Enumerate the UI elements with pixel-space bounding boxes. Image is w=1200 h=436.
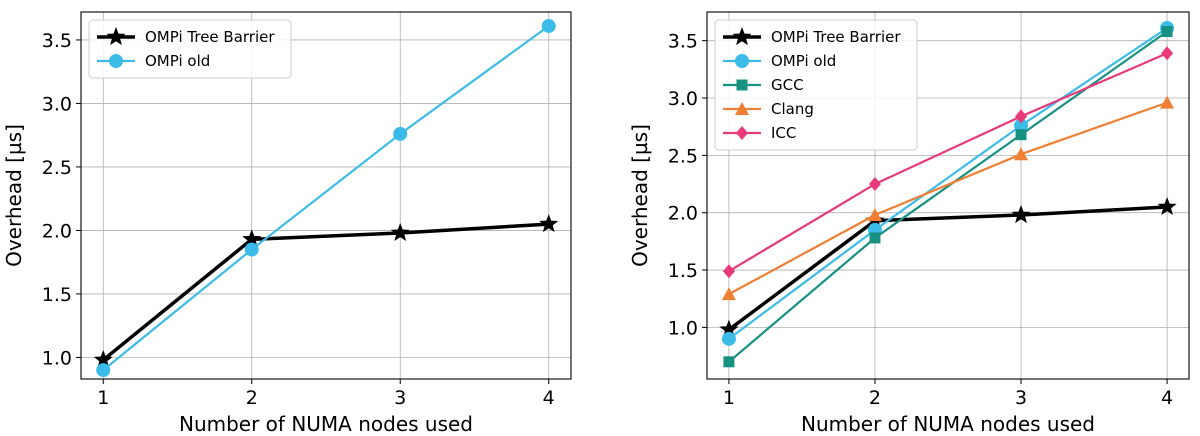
legend-box: [88, 19, 292, 79]
data-point: [539, 214, 559, 233]
y-tick-label: 3.5: [42, 30, 72, 52]
legend-box: [714, 19, 918, 151]
series-line: [728, 101, 1168, 296]
legend-entry: GCC: [723, 76, 804, 94]
data-point: [1157, 196, 1177, 216]
y-axis-label: Overhead [µs]: [2, 124, 26, 267]
chart-panel-2: 1 2 3 4 1.0 1.5 2.0 2.5 3.0 3.5 Number of NUMA nod…: [628, 11, 1190, 436]
data-point: [1014, 147, 1029, 161]
data-point: [1161, 25, 1173, 37]
series-icc: [722, 46, 1174, 279]
series-ompi-tree-barrier: [719, 196, 1177, 338]
legend-marker: [736, 126, 748, 140]
x-tick-label: 4: [1161, 387, 1173, 409]
y-tick-label: 2.0: [668, 203, 698, 225]
y-tick-label: 3.0: [668, 88, 698, 110]
legend-marker: [732, 27, 752, 46]
data-point: [1015, 109, 1028, 124]
legend-label: OMPi Tree Barrier: [145, 28, 275, 46]
series-ompi-tree-barrier: [93, 214, 559, 369]
x-tick-label: 3: [1015, 387, 1027, 409]
data-point: [719, 319, 739, 338]
y-axis-label: Overhead [µs]: [628, 124, 652, 267]
x-axis-label: Number of NUMA nodes used: [179, 412, 473, 436]
data-point: [93, 349, 113, 369]
data-point: [722, 264, 735, 279]
y-tick-label: 1.0: [42, 347, 72, 369]
x-axis-label: Number of NUMA nodes used: [801, 412, 1095, 436]
data-point: [867, 207, 882, 221]
data-point: [868, 177, 881, 192]
data-point: [393, 126, 408, 141]
series-line: [102, 222, 549, 362]
legend-entry: OMPi old: [723, 52, 836, 70]
x-tick-label: 1: [723, 387, 735, 409]
data-point: [1015, 129, 1027, 141]
data-point: [723, 356, 735, 368]
legend-entry: OMPi old: [97, 52, 210, 70]
y-tick-label: 1.5: [668, 260, 698, 282]
series-line: [728, 52, 1168, 273]
y-tick-label: 2.5: [668, 145, 698, 167]
x-tick-label: 3: [394, 387, 406, 409]
gridlines: [707, 12, 1189, 379]
series-line: [727, 205, 1168, 332]
data-point: [1161, 46, 1174, 61]
legend-marker: [106, 27, 126, 46]
legend-marker: [736, 79, 748, 91]
series-clang: [721, 95, 1175, 301]
legend-entry: OMPi Tree Barrier: [97, 27, 275, 46]
data-point: [869, 232, 881, 244]
legend-label: OMPi old: [771, 52, 836, 70]
series-ompi-old: [96, 18, 556, 378]
chart-panel-1: 1 2 3 4 1.0 1.5 2.0 2.5 3.0 3.5 Number of NUMA nod…: [2, 11, 572, 436]
data-point: [1011, 205, 1031, 224]
x-tick-label: 2: [246, 387, 258, 409]
y-tick-label: 1.0: [668, 317, 698, 339]
x-tick-label: 2: [869, 387, 881, 409]
y-tick-label: 3.0: [42, 93, 72, 115]
y-tick-label: 2.0: [42, 220, 72, 242]
data-point: [96, 363, 111, 378]
y-tick-label: 3.5: [668, 31, 698, 53]
legend-entry: OMPi Tree Barrier: [723, 27, 901, 46]
data-point: [541, 18, 556, 33]
series-line: [728, 27, 1168, 340]
legend-label: Clang: [771, 100, 814, 118]
series-gcc: [723, 25, 1173, 368]
series-line: [102, 25, 550, 371]
data-point: [721, 331, 736, 346]
plot-frame: [80, 11, 572, 380]
data-point: [390, 222, 410, 242]
x-tick-label: 4: [543, 387, 555, 409]
plot-frame: [706, 11, 1190, 380]
legend-marker: [735, 102, 749, 115]
data-point: [244, 242, 259, 257]
legend: OMPi Tree Barrier OMPi old GCC Clang ICC: [714, 19, 918, 151]
data-point: [242, 229, 262, 248]
legend: OMPi Tree Barrier OMPi old: [88, 19, 292, 79]
legend-label: GCC: [771, 76, 804, 94]
series-ompi-old: [721, 21, 1175, 346]
data-point: [1160, 95, 1175, 109]
series-line: [728, 30, 1168, 363]
y-tick-label: 2.5: [42, 157, 72, 179]
data-point: [721, 287, 736, 301]
legend-label: ICC: [771, 124, 796, 142]
legend-label: OMPi Tree Barrier: [771, 28, 901, 46]
legend-marker: [735, 54, 749, 68]
legend-entry: Clang: [723, 100, 814, 118]
legend-marker: [109, 54, 123, 68]
legend-label: OMPi old: [145, 52, 210, 70]
legend-entry: ICC: [723, 124, 796, 142]
x-tick-label: 1: [97, 387, 109, 409]
y-tick-label: 1.5: [42, 284, 72, 306]
